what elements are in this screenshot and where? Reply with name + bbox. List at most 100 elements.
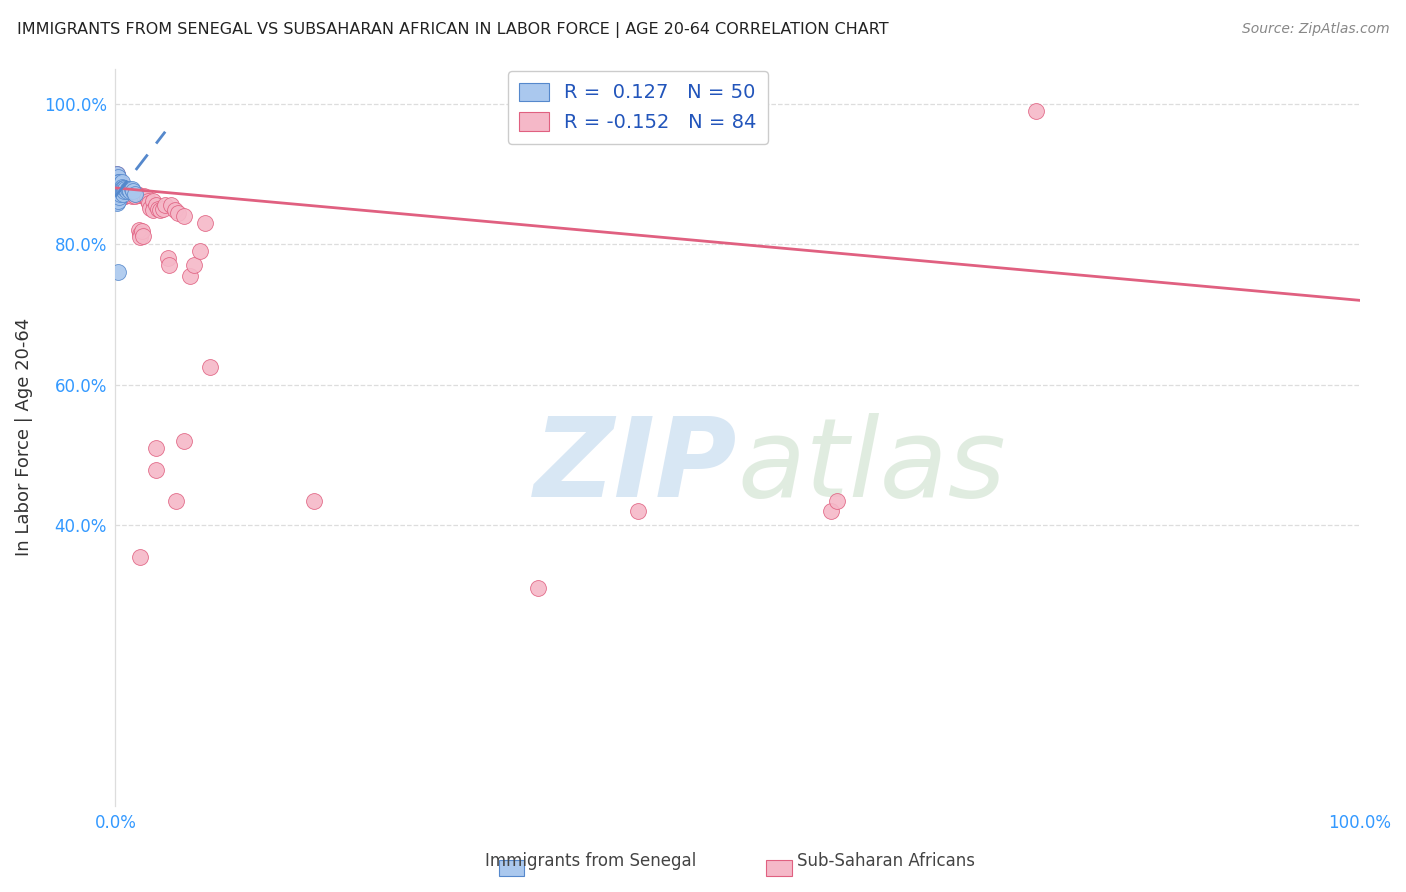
Point <box>112 181 135 195</box>
Point <box>117 185 139 199</box>
Point <box>139 201 162 215</box>
Point <box>110 181 132 195</box>
Point <box>111 186 134 201</box>
Point <box>118 186 141 201</box>
Point <box>627 504 650 518</box>
Point <box>120 188 142 202</box>
Point <box>108 190 131 204</box>
Point <box>166 205 188 219</box>
Point <box>105 186 128 201</box>
Point <box>110 175 132 189</box>
Point <box>114 189 136 203</box>
Point <box>112 185 135 199</box>
Point <box>112 185 135 199</box>
Point <box>110 179 132 194</box>
Point <box>304 493 326 508</box>
Point <box>107 178 129 192</box>
Point <box>111 190 134 204</box>
Point <box>110 189 132 203</box>
Point <box>107 194 129 208</box>
Point <box>145 198 167 212</box>
Text: ZIP: ZIP <box>534 413 738 520</box>
Point <box>107 265 129 279</box>
Point <box>152 202 174 216</box>
Text: Immigrants from Senegal: Immigrants from Senegal <box>485 852 696 870</box>
Point <box>132 228 155 243</box>
Point <box>115 185 138 199</box>
Point <box>111 175 134 189</box>
Point <box>105 167 128 181</box>
Y-axis label: In Labor Force | Age 20-64: In Labor Force | Age 20-64 <box>15 318 32 557</box>
Point <box>108 182 131 196</box>
Point <box>107 188 129 202</box>
Point <box>117 182 139 196</box>
Point <box>108 175 131 189</box>
Point <box>105 174 128 188</box>
Point <box>110 184 132 198</box>
Point <box>825 493 848 508</box>
Point <box>117 188 139 202</box>
Point <box>820 504 842 518</box>
Point <box>111 179 134 194</box>
Point <box>128 223 150 237</box>
Point <box>110 186 132 201</box>
Point <box>111 181 134 195</box>
Point <box>129 549 152 564</box>
Point <box>727 103 749 118</box>
Point <box>107 178 129 193</box>
Text: Sub-Saharan Africans: Sub-Saharan Africans <box>797 852 974 870</box>
Point <box>121 184 143 198</box>
Point <box>129 230 152 244</box>
Point <box>110 186 132 201</box>
Point <box>142 194 165 208</box>
Text: atlas: atlas <box>738 413 1007 520</box>
Point <box>118 182 141 196</box>
Point <box>107 186 129 201</box>
Point <box>112 188 135 202</box>
Point <box>105 194 128 209</box>
Point <box>105 196 128 211</box>
Point <box>111 184 134 198</box>
Point <box>122 188 145 202</box>
Point <box>105 191 128 205</box>
Point <box>111 182 134 196</box>
Point <box>107 170 129 185</box>
Point <box>111 182 134 196</box>
Point <box>156 251 179 265</box>
Point <box>105 181 128 195</box>
Point <box>173 209 195 223</box>
Point <box>112 181 135 195</box>
Point <box>107 175 129 189</box>
Point <box>157 258 180 272</box>
Point <box>1025 103 1047 118</box>
Point <box>111 186 134 201</box>
Point <box>108 188 131 202</box>
Point <box>107 189 129 203</box>
Point <box>194 216 217 230</box>
Point <box>155 198 177 212</box>
Point <box>135 191 157 205</box>
Point <box>136 194 159 208</box>
Point <box>108 179 131 194</box>
Point <box>160 198 183 212</box>
Point <box>107 186 129 201</box>
Point <box>107 191 129 205</box>
Point <box>129 227 152 241</box>
Point <box>132 189 155 203</box>
Point <box>146 202 169 216</box>
Point <box>110 178 132 192</box>
Point <box>107 170 129 185</box>
Point <box>114 182 136 196</box>
Point <box>198 359 221 374</box>
Point <box>108 182 131 196</box>
Point <box>127 188 149 202</box>
Point <box>138 196 160 211</box>
Point <box>527 582 550 596</box>
Point <box>188 244 211 259</box>
Point <box>108 178 131 192</box>
Point <box>124 189 146 203</box>
Point <box>121 182 143 196</box>
Point <box>121 189 143 203</box>
Point <box>114 186 136 200</box>
Point <box>142 203 165 218</box>
